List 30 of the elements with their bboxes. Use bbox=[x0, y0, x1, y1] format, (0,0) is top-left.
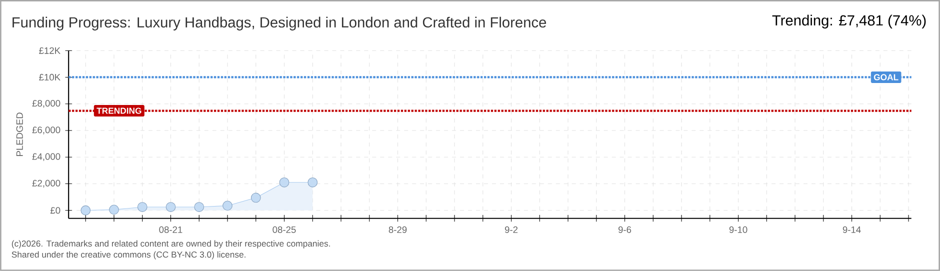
point bbox=[222, 200, 232, 211]
ref-line-label: GOAL bbox=[874, 74, 898, 80]
y-tick-label: £0 bbox=[50, 207, 60, 214]
point bbox=[137, 202, 148, 212]
y-tick-label: £12K bbox=[39, 47, 60, 54]
text: (c)2026. Trademarks and related content are owned by their respective companies. bbox=[12, 240, 330, 248]
x-tick-label: 08-25 bbox=[272, 226, 296, 233]
chart-subtitle: Trending: £7,481 (74%) bbox=[772, 14, 926, 28]
point bbox=[308, 178, 318, 188]
point bbox=[250, 192, 261, 203]
x-tick-label: 9-14 bbox=[842, 226, 861, 233]
y-axis-title: PLEDGED bbox=[16, 112, 23, 156]
point bbox=[194, 202, 204, 212]
chart-title: Funding Progress: Luxury Handbags, Designed in London and Crafted in Florence bbox=[12, 16, 546, 30]
x-tick-label: 9-2 bbox=[504, 226, 518, 233]
point bbox=[80, 205, 91, 216]
x-tick-label: 9-6 bbox=[618, 226, 632, 233]
y-tick-label: £4,000 bbox=[32, 153, 60, 161]
y-tick-label: £6,000 bbox=[32, 126, 60, 134]
x-tick-label: 9-10 bbox=[729, 226, 748, 233]
x-tick-label: 08-21 bbox=[159, 226, 182, 233]
point bbox=[166, 202, 176, 212]
y-tick-label: £10K bbox=[39, 74, 60, 81]
point bbox=[279, 178, 290, 188]
x-tick-label: 8-29 bbox=[388, 226, 407, 233]
ref-line-label: TRENDING bbox=[96, 108, 142, 114]
point bbox=[109, 204, 119, 215]
text: Shared under the creative commons (CC BY-NC 3.0) license. bbox=[12, 251, 246, 260]
y-tick-label: £8,000 bbox=[32, 100, 60, 108]
y-tick-label: £2,000 bbox=[32, 180, 60, 188]
